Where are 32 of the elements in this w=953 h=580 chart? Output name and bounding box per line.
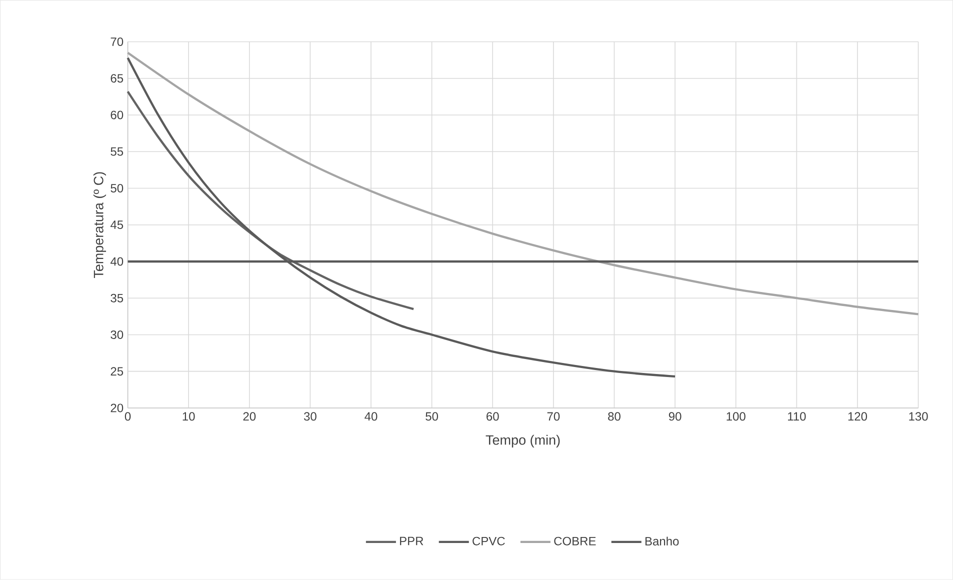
x-tick-label: 50 bbox=[426, 412, 438, 421]
x-axis-title: Tempo (min) bbox=[486, 434, 560, 448]
y-tick-label: 20 bbox=[110, 404, 124, 412]
x-tick-label: 130 bbox=[909, 412, 928, 421]
y-tick-label: 25 bbox=[110, 367, 124, 376]
x-tick-label: 0 bbox=[124, 412, 131, 421]
y-tick-label: 50 bbox=[110, 184, 124, 193]
legend-label: CPVC bbox=[472, 536, 505, 546]
y-tick-label: 60 bbox=[110, 110, 124, 120]
x-tick-label: 20 bbox=[243, 412, 256, 421]
y-tick-label: 55 bbox=[110, 148, 124, 156]
x-tick-label: 40 bbox=[364, 412, 378, 421]
legend-label: Banho bbox=[645, 536, 679, 546]
x-tick-label: 80 bbox=[608, 412, 620, 421]
x-tick-label: 120 bbox=[848, 412, 868, 421]
y-axis-title: Temperatura (º C) bbox=[93, 172, 106, 278]
y-tick-label: 45 bbox=[110, 220, 124, 230]
legend-label: COBRE bbox=[554, 536, 596, 546]
x-tick-label: 30 bbox=[304, 412, 316, 421]
x-tick-label: 70 bbox=[547, 412, 560, 421]
y-tick-label: 30 bbox=[110, 330, 124, 340]
x-tick-label: 100 bbox=[726, 412, 746, 421]
line-series bbox=[126, 52, 920, 316]
y-tick-label: 35 bbox=[110, 294, 124, 302]
y-tick-label: 40 bbox=[110, 257, 124, 266]
y-tick-label: 65 bbox=[110, 74, 124, 83]
legend-label: PPR bbox=[400, 537, 424, 546]
x-tick-label: 60 bbox=[486, 412, 499, 421]
x-tick-label: 90 bbox=[668, 412, 682, 421]
y-tick-label: 70 bbox=[110, 38, 124, 46]
x-tick-label: 110 bbox=[788, 412, 806, 421]
x-tick-label: 10 bbox=[182, 412, 195, 421]
